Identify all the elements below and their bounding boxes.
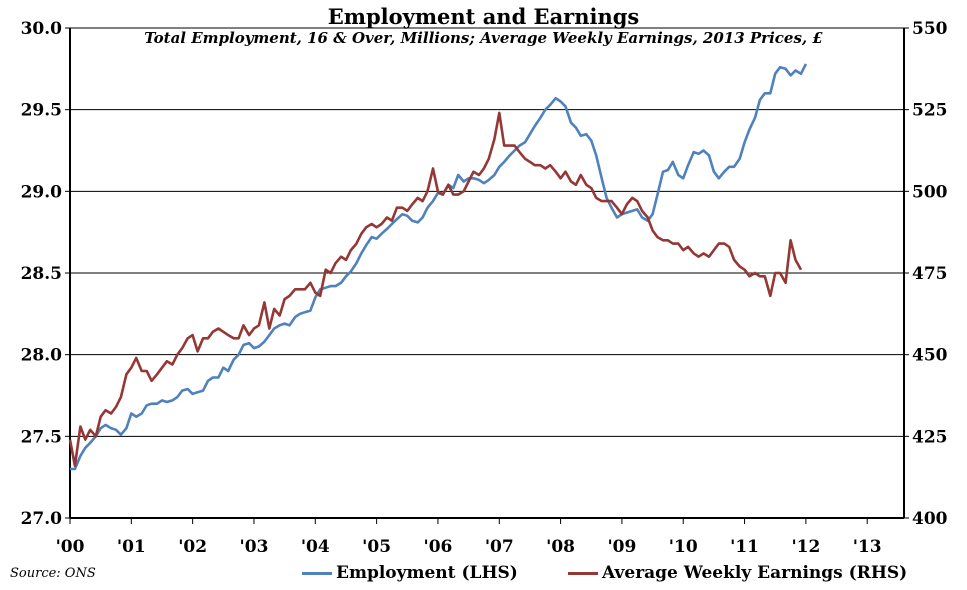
x-tick-0: '00: [56, 537, 85, 557]
y-right-tick-0: 400: [912, 509, 948, 529]
source-note: Source: ONS: [10, 566, 96, 581]
y-left-tick-0: 27.0: [21, 509, 63, 529]
x-tick-13: '13: [853, 537, 882, 557]
y-left-tick-4: 29.0: [21, 182, 63, 202]
x-tick-9: '09: [607, 537, 636, 557]
y-right-tick-5: 525: [912, 101, 948, 121]
legend-swatch-earnings: [568, 572, 598, 575]
x-tick-1: '01: [117, 537, 146, 557]
y-left-tick-2: 28.0: [21, 346, 63, 366]
y-right-tick-2: 450: [912, 346, 948, 366]
y-right-tick-6: 550: [912, 19, 948, 39]
chart-title: Employment and Earnings: [327, 4, 640, 29]
y-right-tick-3: 475: [912, 264, 948, 284]
x-tick-3: '03: [240, 537, 269, 557]
x-tick-4: '04: [301, 537, 330, 557]
y-right-tick-4: 500: [912, 182, 948, 202]
y-right-tick-1: 425: [912, 427, 948, 447]
x-tick-7: '07: [485, 537, 514, 557]
series-line-employment: [70, 63, 808, 471]
legend-swatch-employment: [302, 572, 332, 575]
x-tick-12: '12: [791, 537, 820, 557]
legend-label-employment: Employment (LHS): [336, 563, 518, 583]
x-tick-2: '02: [178, 537, 207, 557]
legend-item-earnings: Average Weekly Earnings (RHS): [568, 563, 907, 583]
chart-subtitle: Total Employment, 16 & Over, Millions; A…: [144, 29, 823, 47]
x-tick-11: '11: [730, 537, 759, 557]
y-left-tick-3: 28.5: [21, 264, 62, 284]
legend-item-employment: Employment (LHS): [302, 563, 518, 583]
x-tick-6: '06: [424, 537, 453, 557]
legend-label-earnings: Average Weekly Earnings (RHS): [602, 563, 908, 583]
y-left-tick-6: 30.0: [21, 19, 63, 39]
x-tick-8: '08: [546, 537, 575, 557]
series-line-earnings: [68, 111, 803, 467]
y-left-tick-5: 29.5: [21, 101, 62, 121]
y-left-tick-1: 27.5: [21, 427, 62, 447]
x-tick-5: '05: [362, 537, 391, 557]
x-tick-10: '10: [669, 537, 698, 557]
